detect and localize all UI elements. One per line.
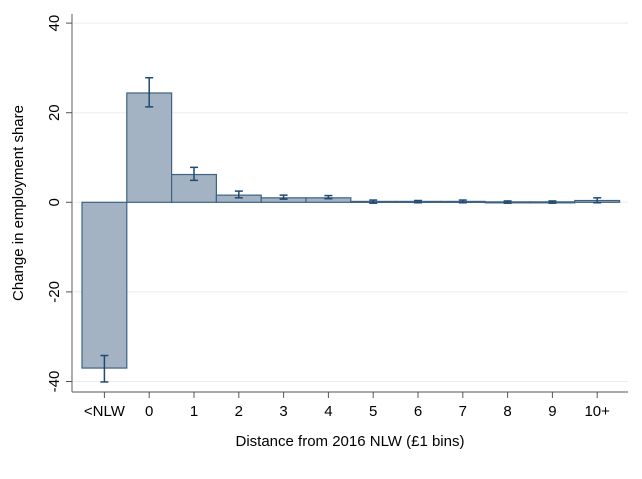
bars	[81, 92, 621, 369]
error-bars	[100, 77, 602, 383]
x-tick-label: 6	[414, 403, 422, 420]
bar	[81, 201, 128, 369]
x-tick-label: 9	[548, 403, 556, 420]
error-bar	[234, 190, 243, 199]
y-tick-label: 20	[46, 104, 63, 121]
x-tick-label: <NLW	[84, 403, 126, 420]
error-bar	[190, 166, 198, 182]
x-tick-label: 3	[279, 403, 287, 420]
x-tick-label: 0	[145, 403, 153, 420]
x-tick-label: 8	[503, 403, 511, 420]
error-bar	[414, 199, 422, 204]
y-tick-label: 40	[46, 15, 63, 32]
error-bar	[369, 199, 378, 204]
x-tick-label: 4	[324, 403, 332, 420]
error-bar	[324, 194, 333, 200]
y-axis-label: Change in employment share	[10, 105, 27, 301]
x-axis-label: Distance from 2016 NLW (£1 bins)	[236, 433, 465, 450]
error-bar	[100, 354, 109, 383]
y-tick-label: 0	[46, 198, 63, 206]
error-bar	[548, 200, 557, 204]
x-tick-label: 5	[369, 403, 377, 420]
error-bar	[458, 199, 467, 204]
x-tick-label: 10+	[584, 403, 610, 420]
error-bar	[593, 197, 602, 204]
x-tick-label: 7	[459, 403, 467, 420]
y-tick-label: -40	[46, 371, 63, 393]
y-ticks: -40 -20 0 20 40	[46, 15, 72, 393]
x-tick-label: 1	[190, 403, 198, 420]
error-bar	[145, 77, 154, 108]
bar	[126, 92, 173, 203]
error-bar	[503, 200, 512, 204]
error-bar	[279, 194, 288, 200]
y-tick-label: -20	[46, 281, 63, 303]
x-tick-label: 2	[235, 403, 243, 420]
x-ticks: <NLW 0 1 2 3 4 5 6 7 8 9 10+	[84, 392, 610, 420]
